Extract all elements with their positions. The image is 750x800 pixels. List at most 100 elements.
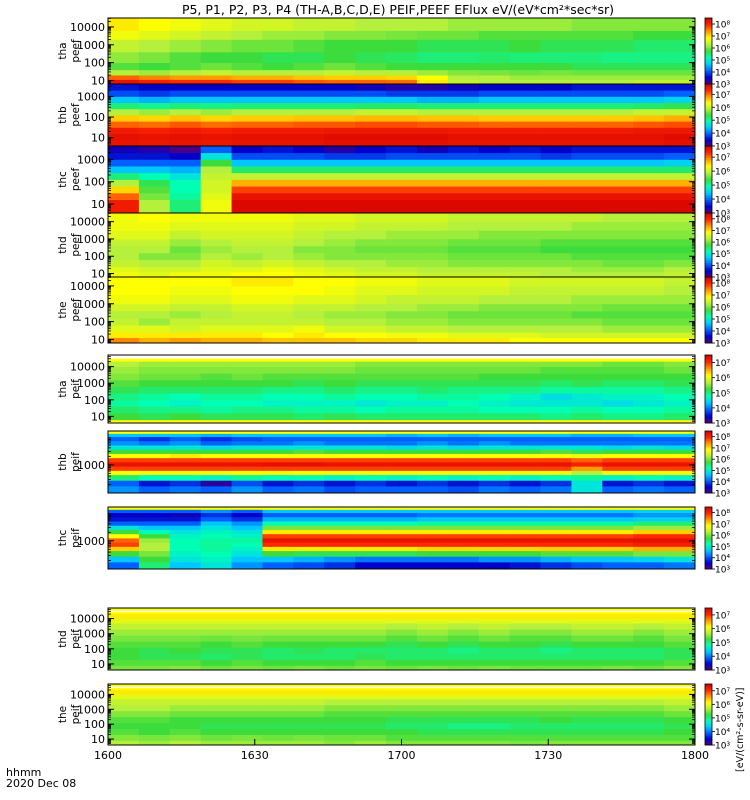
heatmap-cell	[447, 121, 480, 128]
heatmap-cell	[108, 542, 140, 547]
heatmap-cell	[509, 366, 541, 374]
heatmap-cell	[447, 245, 480, 254]
heatmap-cell	[571, 213, 603, 223]
heatmap-cell	[571, 127, 603, 134]
y-tick-label: 1000	[77, 628, 105, 641]
heatmap-cell	[416, 75, 449, 80]
panel-frame	[107, 276, 696, 344]
heatmap-cell	[293, 102, 325, 110]
heatmap-cell	[509, 629, 541, 636]
heatmap-cell	[478, 186, 511, 194]
heatmap-cell	[262, 337, 294, 344]
heatmap-cell	[169, 179, 202, 187]
heatmap-cell	[169, 172, 202, 180]
heatmap-cell	[664, 294, 696, 305]
heatmap-cell	[138, 561, 171, 570]
colorbar-segment	[705, 177, 712, 180]
heatmap-cell	[324, 310, 356, 319]
heatmap-cell	[509, 550, 541, 557]
heatmap-cell	[509, 332, 541, 339]
colorbar-segment	[705, 735, 712, 738]
heatmap-cell	[633, 127, 665, 134]
heatmap-cell	[664, 698, 696, 706]
heatmap-cell	[633, 238, 665, 247]
heatmap-cell	[664, 366, 696, 374]
colorbar-segment	[705, 688, 712, 691]
heatmap-cell	[355, 285, 387, 296]
heatmap-cell	[138, 466, 171, 471]
heatmap-cell	[633, 449, 665, 454]
colorbar-segment	[705, 135, 712, 137]
colorbar-segment	[705, 723, 712, 726]
heatmap-cell	[509, 102, 541, 110]
heatmap-cell	[108, 641, 140, 648]
heatmap-cell	[602, 462, 634, 467]
colorbar-segment	[705, 94, 712, 97]
heatmap-cell	[200, 618, 232, 624]
heatmap-cell	[138, 453, 171, 459]
heatmap-cell	[200, 139, 232, 147]
colorbar-segment	[705, 29, 712, 32]
colorbar-segment	[705, 639, 712, 641]
heatmap-cell	[324, 294, 356, 305]
heatmap-cell	[540, 325, 572, 333]
heatmap-cell	[664, 172, 696, 180]
heatmap-cell	[324, 480, 356, 487]
heatmap-cell	[169, 166, 202, 174]
heatmap-cell	[571, 245, 603, 254]
heatmap-cell	[169, 186, 202, 194]
heatmap-cell	[416, 538, 449, 543]
heatmap-cell	[231, 206, 263, 214]
heatmap-cell	[664, 325, 696, 333]
heatmap-cell	[324, 69, 356, 76]
colorbar-segment	[705, 530, 712, 533]
heatmap-cell	[602, 694, 634, 700]
heatmap-cell	[262, 84, 294, 91]
heatmap-cell	[138, 84, 171, 91]
heatmap-cell	[108, 647, 140, 654]
heatmap-cell	[509, 525, 541, 530]
heatmap-cell	[293, 550, 325, 557]
colorbar-segment	[705, 249, 712, 252]
heatmap-cell	[664, 133, 696, 141]
heatmap-cell	[509, 30, 541, 40]
heatmap-cell	[416, 734, 449, 741]
heatmap-cell	[478, 213, 511, 223]
heatmap-cell	[478, 294, 511, 305]
colorbar-tick-label: 10⁶	[715, 45, 730, 55]
heatmap-cell	[169, 509, 202, 514]
heatmap-cell	[231, 172, 263, 180]
heatmap-cell	[633, 121, 665, 128]
heatmap-cell	[169, 192, 202, 200]
heatmap-cell	[108, 538, 140, 543]
colorbar-segment	[705, 280, 712, 283]
heatmap-cell	[262, 90, 294, 97]
colorbar-tick-label: 10⁴	[715, 478, 730, 488]
heatmap-cell	[293, 325, 325, 333]
colorbar-segment	[705, 385, 712, 388]
heatmap-cell	[447, 18, 480, 31]
colorbar-segment	[705, 169, 712, 172]
heatmap-cell	[355, 453, 387, 459]
heatmap-cell	[293, 561, 325, 570]
heatmap-cell	[262, 75, 294, 80]
heatmap-cell	[386, 704, 418, 712]
heatmap-cell	[509, 271, 541, 278]
colorbar-tick-label: 10⁷	[715, 359, 730, 369]
heatmap-cell	[138, 245, 171, 254]
heatmap-cell	[602, 179, 634, 187]
heatmap-cell	[386, 653, 418, 660]
heatmap-cell	[633, 704, 665, 712]
heatmap-cell	[571, 533, 603, 539]
heatmap-cell	[540, 121, 572, 128]
heatmap-cell	[293, 462, 325, 467]
colorbar-segment	[705, 62, 712, 65]
heatmap-cell	[355, 152, 387, 160]
heatmap-cell	[540, 51, 572, 63]
heatmap-cell	[416, 84, 449, 91]
colorbar-tick-label: 10⁶	[715, 104, 730, 114]
heatmap-cell	[602, 115, 634, 122]
heatmap-cell	[386, 550, 418, 557]
colorbar-segment	[705, 235, 712, 238]
